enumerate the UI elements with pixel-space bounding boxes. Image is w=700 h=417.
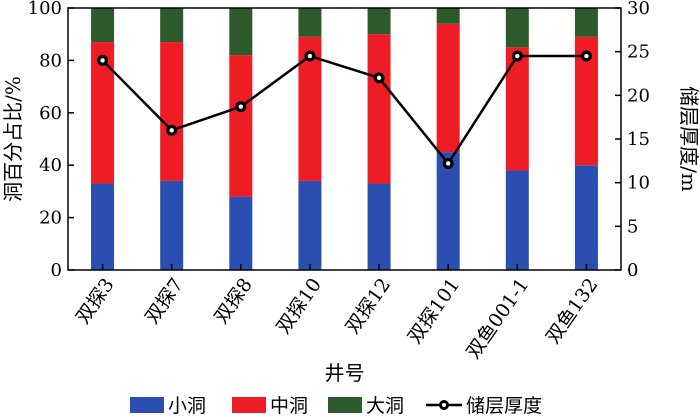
thickness-point-center [169, 128, 174, 133]
bar-segment [229, 55, 253, 197]
bar-segment [298, 8, 322, 37]
left-tick-label: 80 [39, 50, 62, 71]
right-tick-label: 15 [627, 129, 650, 150]
bars-layer [91, 8, 598, 270]
bar-segment [91, 42, 115, 184]
bar-segment [436, 23, 460, 153]
category-label: 双鱼132 [542, 274, 603, 347]
right-tick-label: 5 [627, 216, 638, 237]
thickness-line [101, 54, 587, 165]
bar-segment [505, 8, 529, 48]
bar-segment [91, 8, 115, 43]
bar-segment [436, 152, 460, 270]
bar-segment [436, 8, 460, 24]
legend-line-marker-center [442, 403, 446, 407]
left-tick-label: 20 [39, 208, 62, 229]
bar-segment [160, 8, 184, 43]
thickness-point-center [376, 75, 382, 81]
legend-swatch [232, 397, 266, 413]
bar-segment [367, 34, 391, 184]
bar-segment [298, 36, 322, 181]
category-label: 双探3 [72, 274, 119, 328]
thickness-point-center [238, 104, 244, 109]
y-axis-title: 洞百分占比/% [1, 76, 25, 202]
category-label: 双探10 [272, 274, 326, 338]
legend-label: 小洞 [168, 395, 206, 417]
left-tick-label: 40 [39, 155, 62, 176]
legend-swatch [328, 397, 362, 413]
bar-segment [505, 47, 529, 171]
bar-segment [229, 8, 253, 56]
right-tick-label: 20 [627, 85, 650, 106]
left-tick-label: 100 [28, 0, 62, 19]
category-label: 双探8 [210, 274, 257, 328]
bar-segment [91, 183, 115, 270]
bar-segment [367, 183, 391, 270]
thickness-point-center [445, 161, 451, 166]
bar-segment [160, 180, 184, 270]
category-label: 双探7 [141, 274, 188, 328]
bar-segment [574, 165, 598, 270]
right-tick-label: 0 [627, 260, 638, 281]
bar-segment [505, 170, 529, 270]
left-tick-label: 60 [39, 103, 62, 124]
thickness-point-center [584, 53, 589, 59]
thickness-line-layer [97, 50, 592, 169]
x-axis-title: 井号 [325, 361, 365, 385]
plot-frame [67, 7, 622, 271]
right-tick-label: 10 [627, 173, 650, 194]
category-label: 双鱼001-1 [462, 274, 533, 363]
bar-segment [574, 8, 598, 37]
legend: 小洞 中洞 大洞 储层厚度 [130, 395, 542, 417]
bar-segment [367, 8, 391, 35]
thickness-point-center [515, 53, 520, 59]
right-tick-label: 25 [627, 42, 650, 63]
bar-segment [298, 180, 322, 270]
right-tick-label: 30 [627, 0, 650, 19]
bar-segment [574, 36, 598, 166]
y2-axis-title: 储层厚度/m [677, 86, 700, 192]
bar-segment [229, 196, 253, 270]
thickness-point-center [307, 53, 313, 59]
category-label: 双探12 [341, 274, 395, 338]
legend-label: 中洞 [270, 395, 308, 417]
thickness-point-center [100, 58, 105, 63]
legend-label: 大洞 [366, 395, 404, 417]
category-label: 双探101 [404, 274, 465, 347]
bar-segment [160, 42, 184, 181]
legend-swatch [130, 397, 164, 413]
left-tick-label: 0 [51, 260, 62, 281]
legend-label: 储层厚度 [466, 395, 542, 417]
